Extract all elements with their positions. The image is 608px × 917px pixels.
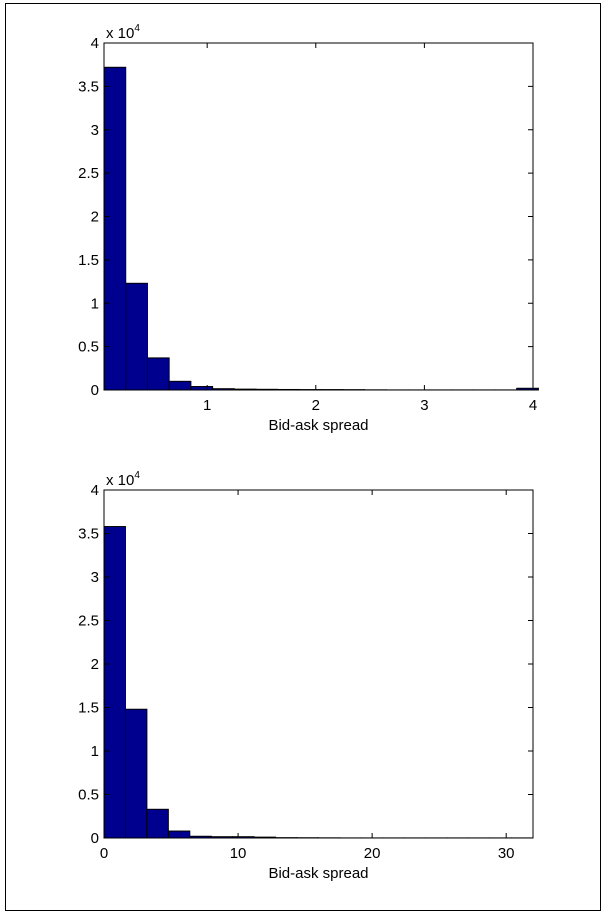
y-tick-label: 1.5	[78, 700, 99, 717]
y-tick-label: 3	[91, 122, 99, 139]
histogram-top-x-label: Bid-ask spread	[268, 417, 368, 434]
histogram-top-bars	[103, 66, 539, 391]
histogram-bottom-ticks: 0 10 20 30 0 0.5 1 1.5 2 2.5 3 3.5 4	[78, 482, 533, 862]
y-tick-label: 1.5	[78, 252, 99, 269]
histogram-bar	[124, 708, 148, 839]
y-tick-label: 1	[91, 743, 99, 760]
histogram-bar	[167, 830, 191, 839]
x-tick-label: 1	[203, 397, 211, 414]
y-tick-label: 2.5	[78, 165, 99, 182]
histogram-bar	[146, 808, 169, 839]
histogram-bar	[190, 386, 214, 391]
y-multiplier-exponent: 4	[134, 470, 140, 481]
y-multiplier-base: x 10	[106, 25, 134, 42]
x-tick-label: 4	[529, 397, 537, 414]
y-tick-label: 0	[91, 382, 99, 399]
x-tick-label: 2	[312, 397, 320, 414]
y-tick-label: 3.5	[78, 526, 99, 543]
histogram-bar	[103, 66, 127, 391]
histogram-top-y-multiplier: x 104	[106, 23, 140, 42]
y-tick-label: 0.5	[78, 339, 99, 356]
histogram-bottom-bars	[103, 526, 534, 839]
histogram-bar	[146, 357, 170, 391]
histogram-top-axes-box	[103, 42, 534, 391]
y-tick-label: 3.5	[78, 78, 99, 95]
histogram-bottom-y-multiplier: x 104	[106, 470, 140, 489]
y-tick-label: 4	[91, 482, 99, 499]
histogram-bar	[103, 526, 126, 839]
y-tick-label: 3	[91, 569, 99, 586]
histogram-bottom-x-label: Bid-ask spread	[268, 865, 368, 882]
histogram-bottom-axes-box	[103, 489, 534, 839]
y-multiplier-exponent: 4	[134, 23, 140, 34]
x-tick-label: 0	[100, 845, 108, 862]
y-tick-label: 1	[91, 295, 99, 312]
y-tick-label: 0	[91, 830, 99, 847]
x-tick-label: 10	[230, 845, 247, 862]
y-tick-label: 0.5	[78, 787, 99, 804]
y-tick-label: 2	[91, 209, 99, 226]
y-tick-label: 2	[91, 656, 99, 673]
x-tick-label: 20	[364, 845, 381, 862]
histogram-bar	[125, 282, 148, 391]
y-tick-label: 2.5	[78, 613, 99, 630]
histogram-bar	[168, 380, 192, 391]
y-tick-label: 4	[91, 35, 99, 52]
histogram-top: 1 2 3 400.511.522.533.54 x 104 Bid-ask spre…	[78, 23, 539, 434]
x-tick-label: 30	[498, 845, 515, 862]
histogram-top-ticks: 1 2 3 4 0 0.5 1 1.5 2 2.5 3 3.5 4	[78, 35, 537, 414]
x-tick-label: 3	[420, 397, 428, 414]
y-multiplier-base: x 10	[106, 472, 134, 489]
